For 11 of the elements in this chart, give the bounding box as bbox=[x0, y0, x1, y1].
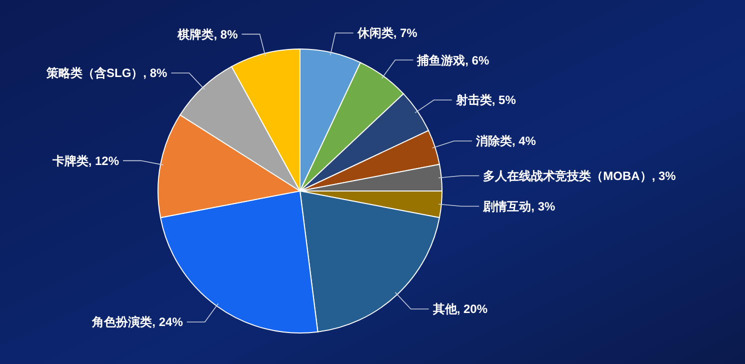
slice-label: 射击类, 5% bbox=[454, 93, 516, 108]
slice-label: 休闲类, 7% bbox=[356, 26, 418, 40]
slice-label: 消除类, 4% bbox=[474, 134, 536, 148]
slice-label: 卡牌类, 12% bbox=[51, 154, 120, 168]
slice-label: 剧情互动, 3% bbox=[482, 199, 556, 214]
slice-label: 多人在线战术竞技类（MOBA）, 3% bbox=[483, 168, 676, 183]
slice-label: 其他, 20% bbox=[432, 302, 488, 316]
slice-label: 棋牌类, 8% bbox=[176, 27, 238, 42]
slice-label: 策略类（含SLG）, 8% bbox=[46, 66, 168, 80]
slice-label: 角色扮演类, 24% bbox=[91, 315, 184, 330]
slice-label: 捕鱼游戏, 6% bbox=[416, 53, 490, 68]
